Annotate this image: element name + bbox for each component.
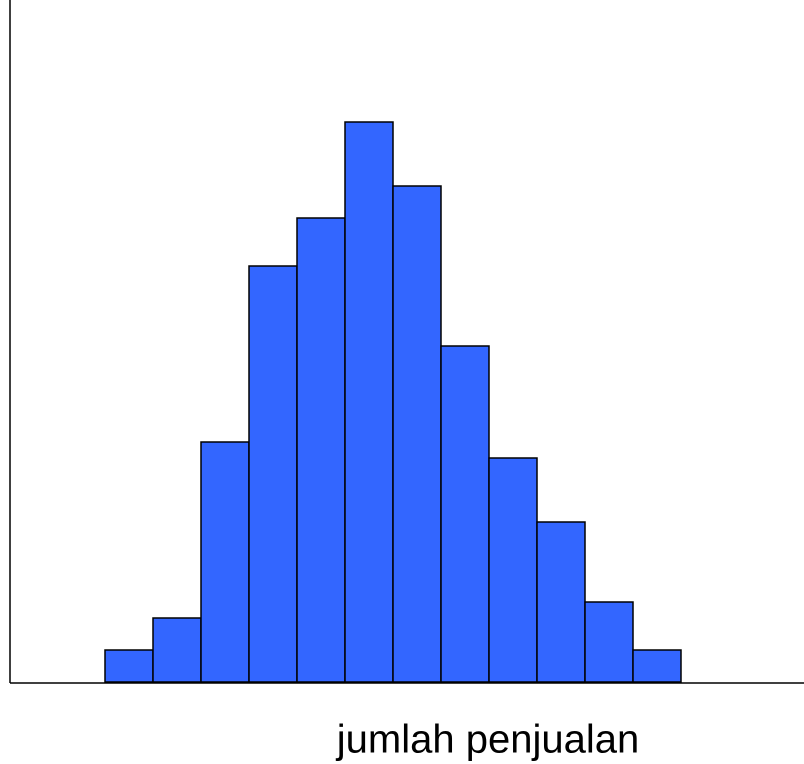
bar — [584, 601, 634, 683]
bar — [104, 649, 154, 683]
bar — [200, 441, 250, 683]
bar — [248, 265, 298, 683]
x-axis-label: jumlah penjualan — [336, 718, 639, 762]
bar — [296, 217, 346, 683]
bar — [536, 521, 586, 683]
bar — [488, 457, 538, 683]
bar — [392, 185, 442, 683]
bar — [440, 345, 490, 683]
bar — [632, 649, 682, 683]
bar — [344, 121, 394, 683]
bar — [152, 617, 202, 683]
